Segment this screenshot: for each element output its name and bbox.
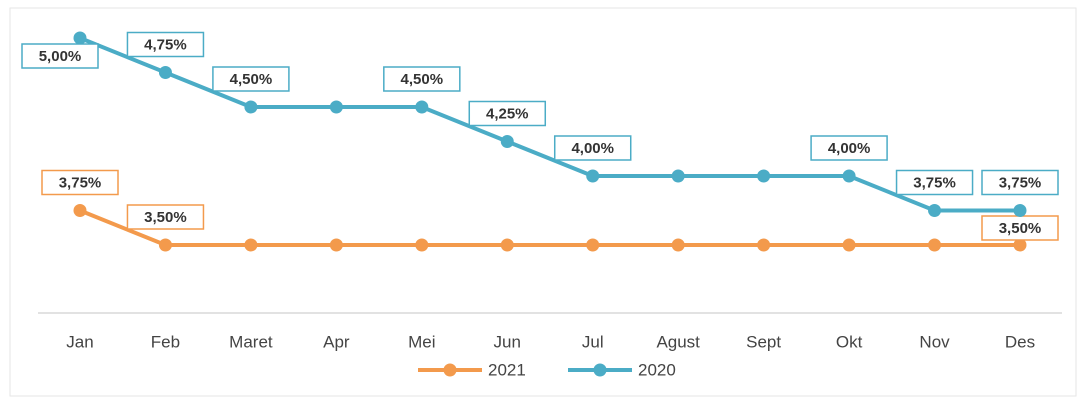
value-label: 3,50%	[999, 220, 1042, 237]
value-label-box	[981, 169, 1059, 196]
value-label: 4,50%	[401, 71, 444, 88]
value-label-box	[895, 169, 974, 196]
x-tick-label: Jul	[582, 332, 604, 351]
value-label-box	[41, 169, 119, 196]
data-point	[842, 169, 856, 183]
value-label: 4,50%	[230, 71, 273, 88]
value-label: 3,75%	[913, 174, 956, 191]
data-point	[500, 135, 514, 148]
value-label: 4,25%	[486, 105, 529, 122]
value-label-box	[126, 31, 205, 58]
value-label: 5,00%	[39, 48, 82, 65]
data-point	[415, 100, 429, 114]
value-label: 3,75%	[999, 174, 1042, 191]
x-tick-label: Agust	[656, 332, 700, 351]
x-tick-label: Nov	[919, 332, 950, 351]
value-label: 4,00%	[571, 140, 614, 157]
legend-marker	[593, 363, 607, 377]
x-tick-label: Jan	[66, 332, 93, 351]
value-label-box	[126, 204, 205, 230]
data-point	[671, 238, 685, 252]
value-label: 4,75%	[144, 36, 187, 53]
data-point	[329, 100, 343, 114]
series-line	[79, 208, 1020, 247]
data-point	[244, 100, 258, 114]
data-point	[1013, 204, 1027, 217]
data-point	[415, 238, 429, 252]
data-point	[586, 169, 600, 183]
data-point	[757, 238, 771, 252]
data-point	[500, 238, 514, 252]
x-tick-label: Maret	[229, 332, 273, 351]
value-label-box	[553, 135, 632, 161]
data-point	[1013, 238, 1027, 252]
x-tick-label: Apr	[323, 332, 350, 351]
data-point	[158, 66, 172, 79]
data-point	[73, 204, 87, 217]
series-line	[79, 36, 1020, 213]
x-tick-label: Feb	[151, 332, 180, 351]
data-point	[158, 238, 172, 252]
value-label-box	[383, 66, 461, 92]
value-label: 4,00%	[828, 140, 871, 157]
value-label-box	[810, 135, 888, 161]
x-tick-label: Mei	[408, 332, 435, 351]
legend-marker	[443, 363, 457, 377]
value-label-box	[212, 66, 290, 92]
data-point	[586, 238, 600, 252]
data-point	[671, 169, 685, 183]
value-label-box	[21, 43, 99, 69]
data-point	[928, 238, 942, 252]
chart-frame	[9, 7, 1077, 397]
x-tick-label: Sept	[746, 332, 781, 351]
legend-label: 2021	[488, 360, 526, 379]
value-label: 3,75%	[59, 174, 102, 191]
data-point	[73, 31, 87, 45]
data-point	[928, 204, 942, 217]
legend-label: 2020	[638, 360, 676, 379]
value-label-box	[468, 100, 547, 127]
x-tick-label: Jun	[494, 332, 521, 351]
data-point	[329, 238, 343, 252]
x-tick-label: Okt	[836, 332, 863, 351]
data-point	[244, 238, 258, 252]
x-tick-label: Des	[1005, 332, 1035, 351]
value-label: 3,50%	[144, 209, 187, 226]
data-point	[842, 238, 856, 252]
data-point	[757, 169, 771, 183]
